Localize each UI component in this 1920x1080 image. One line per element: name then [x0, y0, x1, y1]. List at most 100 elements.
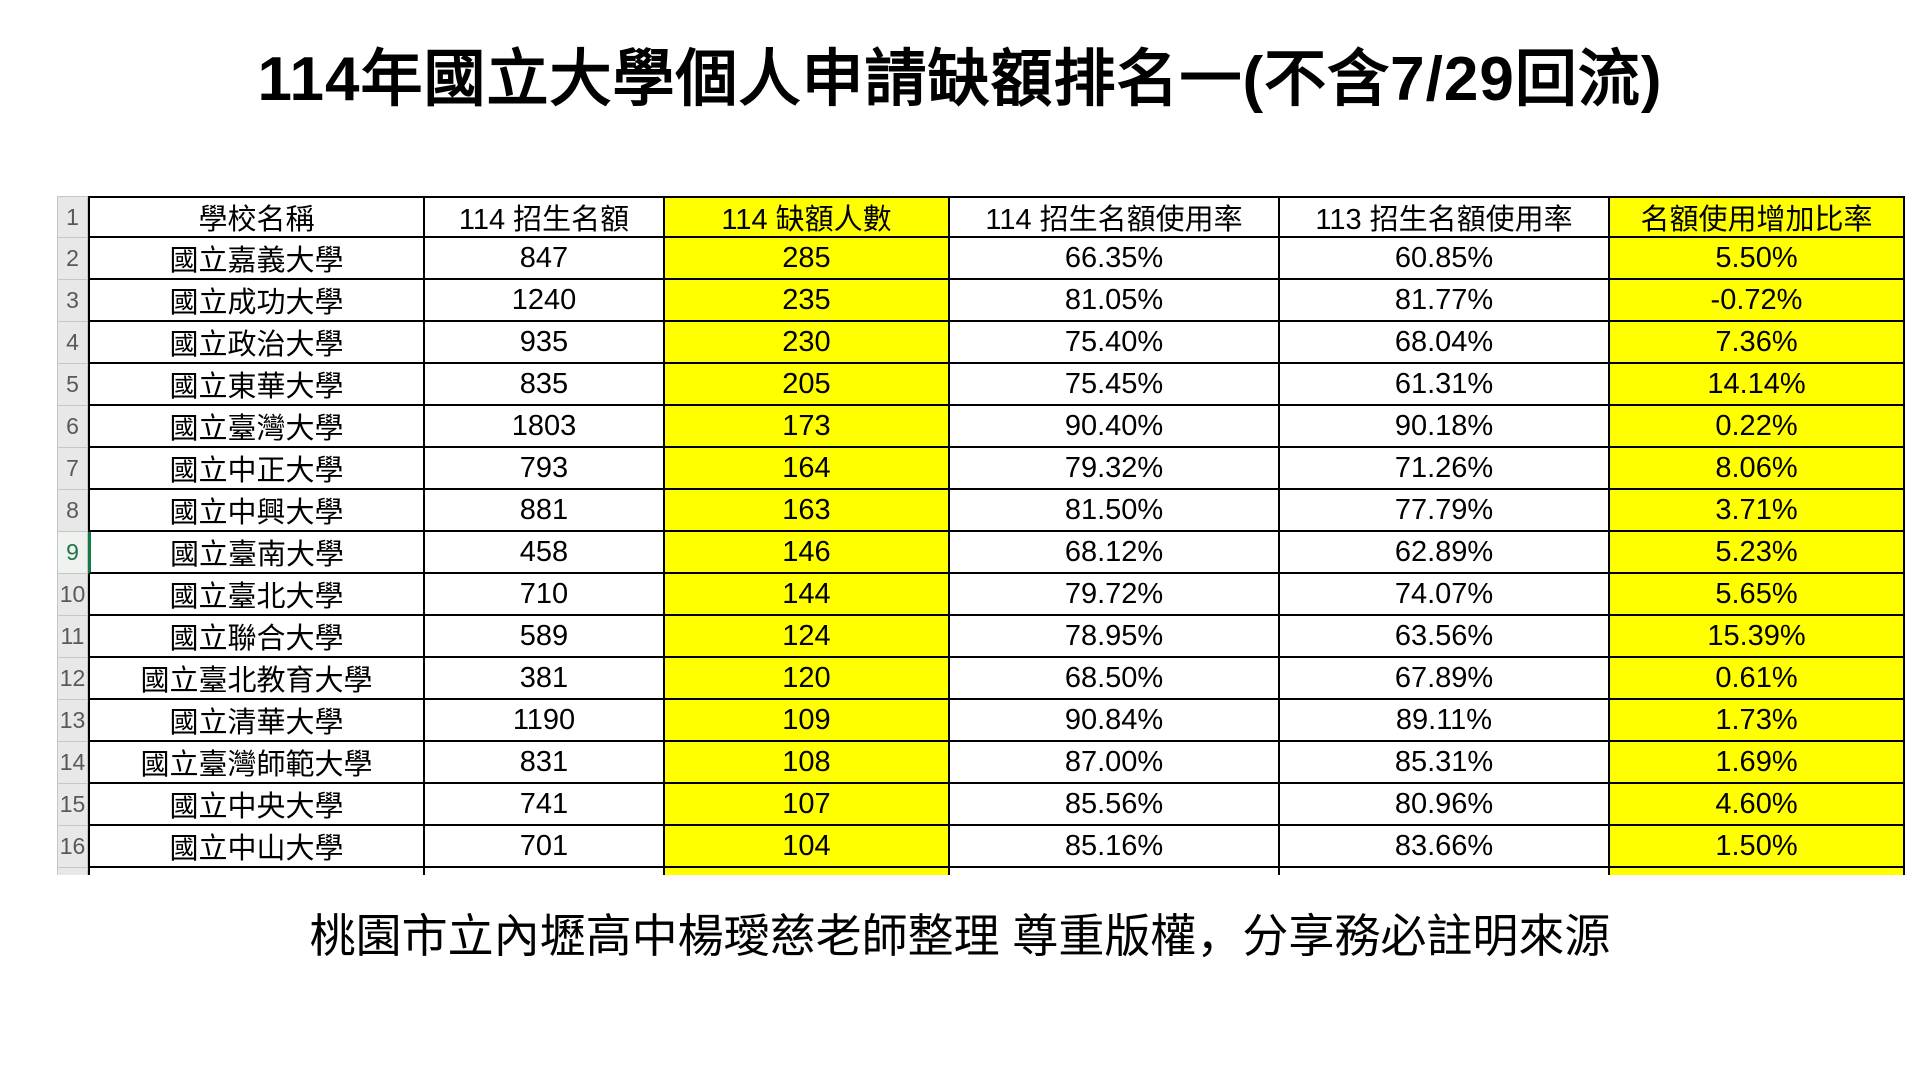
row-number[interactable]: 10 — [57, 574, 88, 616]
table-cell[interactable]: 63.56% — [1280, 616, 1610, 658]
table-cell[interactable]: 8.06% — [1610, 448, 1905, 490]
table-cell[interactable]: 國立臺灣大學 — [88, 406, 425, 448]
table-cell[interactable]: 164 — [665, 448, 950, 490]
table-cell[interactable]: 國立中興大學 — [88, 490, 425, 532]
table-cell[interactable]: 國立成功大學 — [88, 280, 425, 322]
table-cell[interactable]: 國立政治大學 — [88, 322, 425, 364]
table-cell[interactable] — [1610, 868, 1905, 875]
table-cell[interactable]: 62.89% — [1280, 532, 1610, 574]
table-cell[interactable]: 1240 — [425, 280, 665, 322]
table-cell[interactable]: 589 — [425, 616, 665, 658]
table-cell[interactable]: -0.72% — [1610, 280, 1905, 322]
table-cell[interactable]: 14.14% — [1610, 364, 1905, 406]
table-cell[interactable]: 285 — [665, 238, 950, 280]
table-cell[interactable]: 108 — [665, 742, 950, 784]
table-cell[interactable]: 75.40% — [950, 322, 1280, 364]
column-header-cell[interactable]: 學校名稱 — [88, 196, 425, 238]
table-cell[interactable]: 90.84% — [950, 700, 1280, 742]
row-number[interactable]: 5 — [57, 364, 88, 406]
table-cell[interactable]: 15.39% — [1610, 616, 1905, 658]
table-cell[interactable]: 81.05% — [950, 280, 1280, 322]
table-cell[interactable]: 3.71% — [1610, 490, 1905, 532]
row-number[interactable]: 3 — [57, 280, 88, 322]
table-cell[interactable]: 230 — [665, 322, 950, 364]
table-cell[interactable]: 381 — [425, 658, 665, 700]
table-cell[interactable]: 107 — [665, 784, 950, 826]
table-cell[interactable]: 71.26% — [1280, 448, 1610, 490]
table-cell[interactable]: 1.50% — [1610, 826, 1905, 868]
table-cell[interactable]: 847 — [425, 238, 665, 280]
table-cell[interactable]: 85.56% — [950, 784, 1280, 826]
table-cell[interactable]: 881 — [425, 490, 665, 532]
table-cell[interactable]: 144 — [665, 574, 950, 616]
row-number[interactable]: 14 — [57, 742, 88, 784]
table-cell[interactable]: 66.35% — [950, 238, 1280, 280]
table-cell[interactable]: 國立清華大學 — [88, 700, 425, 742]
table-cell[interactable]: 0.61% — [1610, 658, 1905, 700]
table-cell[interactable]: 1.73% — [1610, 700, 1905, 742]
table-cell[interactable] — [88, 868, 425, 875]
table-cell[interactable]: 79.72% — [950, 574, 1280, 616]
table-cell[interactable]: 7.36% — [1610, 322, 1905, 364]
table-cell[interactable]: 國立聯合大學 — [88, 616, 425, 658]
table-cell[interactable]: 67.89% — [1280, 658, 1610, 700]
table-cell[interactable]: 國立中央大學 — [88, 784, 425, 826]
table-cell[interactable]: 120 — [665, 658, 950, 700]
table-cell[interactable]: 68.50% — [950, 658, 1280, 700]
row-number[interactable]: 7 — [57, 448, 88, 490]
table-cell[interactable]: 90.18% — [1280, 406, 1610, 448]
table-cell[interactable]: 163 — [665, 490, 950, 532]
table-cell[interactable]: 5.23% — [1610, 532, 1905, 574]
table-cell[interactable] — [665, 868, 950, 875]
column-header-cell[interactable]: 114 缺額人數 — [665, 196, 950, 238]
table-cell[interactable]: 79.32% — [950, 448, 1280, 490]
table-cell[interactable]: 109 — [665, 700, 950, 742]
table-cell[interactable]: 835 — [425, 364, 665, 406]
table-cell[interactable]: 793 — [425, 448, 665, 490]
table-cell[interactable]: 國立臺北教育大學 — [88, 658, 425, 700]
table-cell[interactable]: 146 — [665, 532, 950, 574]
table-cell[interactable]: 81.77% — [1280, 280, 1610, 322]
table-cell[interactable]: 85.16% — [950, 826, 1280, 868]
row-number[interactable]: 11 — [57, 616, 88, 658]
column-header-cell[interactable]: 名額使用增加比率 — [1610, 196, 1905, 238]
table-cell[interactable]: 國立臺南大學 — [88, 532, 425, 574]
table-cell[interactable]: 5.50% — [1610, 238, 1905, 280]
row-number[interactable] — [57, 868, 88, 875]
table-cell[interactable]: 5.65% — [1610, 574, 1905, 616]
table-cell[interactable]: 90.40% — [950, 406, 1280, 448]
row-number[interactable]: 8 — [57, 490, 88, 532]
table-cell[interactable]: 235 — [665, 280, 950, 322]
table-cell[interactable]: 710 — [425, 574, 665, 616]
table-cell[interactable]: 國立東華大學 — [88, 364, 425, 406]
table-cell[interactable]: 458 — [425, 532, 665, 574]
row-number[interactable]: 16 — [57, 826, 88, 868]
table-cell[interactable] — [950, 868, 1280, 875]
table-cell[interactable]: 4.60% — [1610, 784, 1905, 826]
table-cell[interactable]: 75.45% — [950, 364, 1280, 406]
table-cell[interactable]: 83.66% — [1280, 826, 1610, 868]
column-header-cell[interactable]: 114 招生名額使用率 — [950, 196, 1280, 238]
row-number[interactable]: 6 — [57, 406, 88, 448]
table-cell[interactable]: 1190 — [425, 700, 665, 742]
table-cell[interactable]: 80.96% — [1280, 784, 1610, 826]
table-cell[interactable]: 61.31% — [1280, 364, 1610, 406]
table-cell[interactable]: 831 — [425, 742, 665, 784]
table-cell[interactable]: 68.04% — [1280, 322, 1610, 364]
table-cell[interactable]: 87.00% — [950, 742, 1280, 784]
table-cell[interactable]: 124 — [665, 616, 950, 658]
row-number[interactable]: 4 — [57, 322, 88, 364]
table-cell[interactable]: 741 — [425, 784, 665, 826]
row-number[interactable]: 2 — [57, 238, 88, 280]
row-number[interactable]: 13 — [57, 700, 88, 742]
table-cell[interactable]: 0.22% — [1610, 406, 1905, 448]
row-number[interactable]: 9 — [57, 532, 88, 574]
table-cell[interactable]: 701 — [425, 826, 665, 868]
table-cell[interactable]: 1.69% — [1610, 742, 1905, 784]
table-cell[interactable]: 國立中山大學 — [88, 826, 425, 868]
row-number[interactable]: 12 — [57, 658, 88, 700]
column-header-cell[interactable]: 114 招生名額 — [425, 196, 665, 238]
row-number[interactable]: 15 — [57, 784, 88, 826]
table-cell[interactable]: 935 — [425, 322, 665, 364]
table-cell[interactable]: 77.79% — [1280, 490, 1610, 532]
